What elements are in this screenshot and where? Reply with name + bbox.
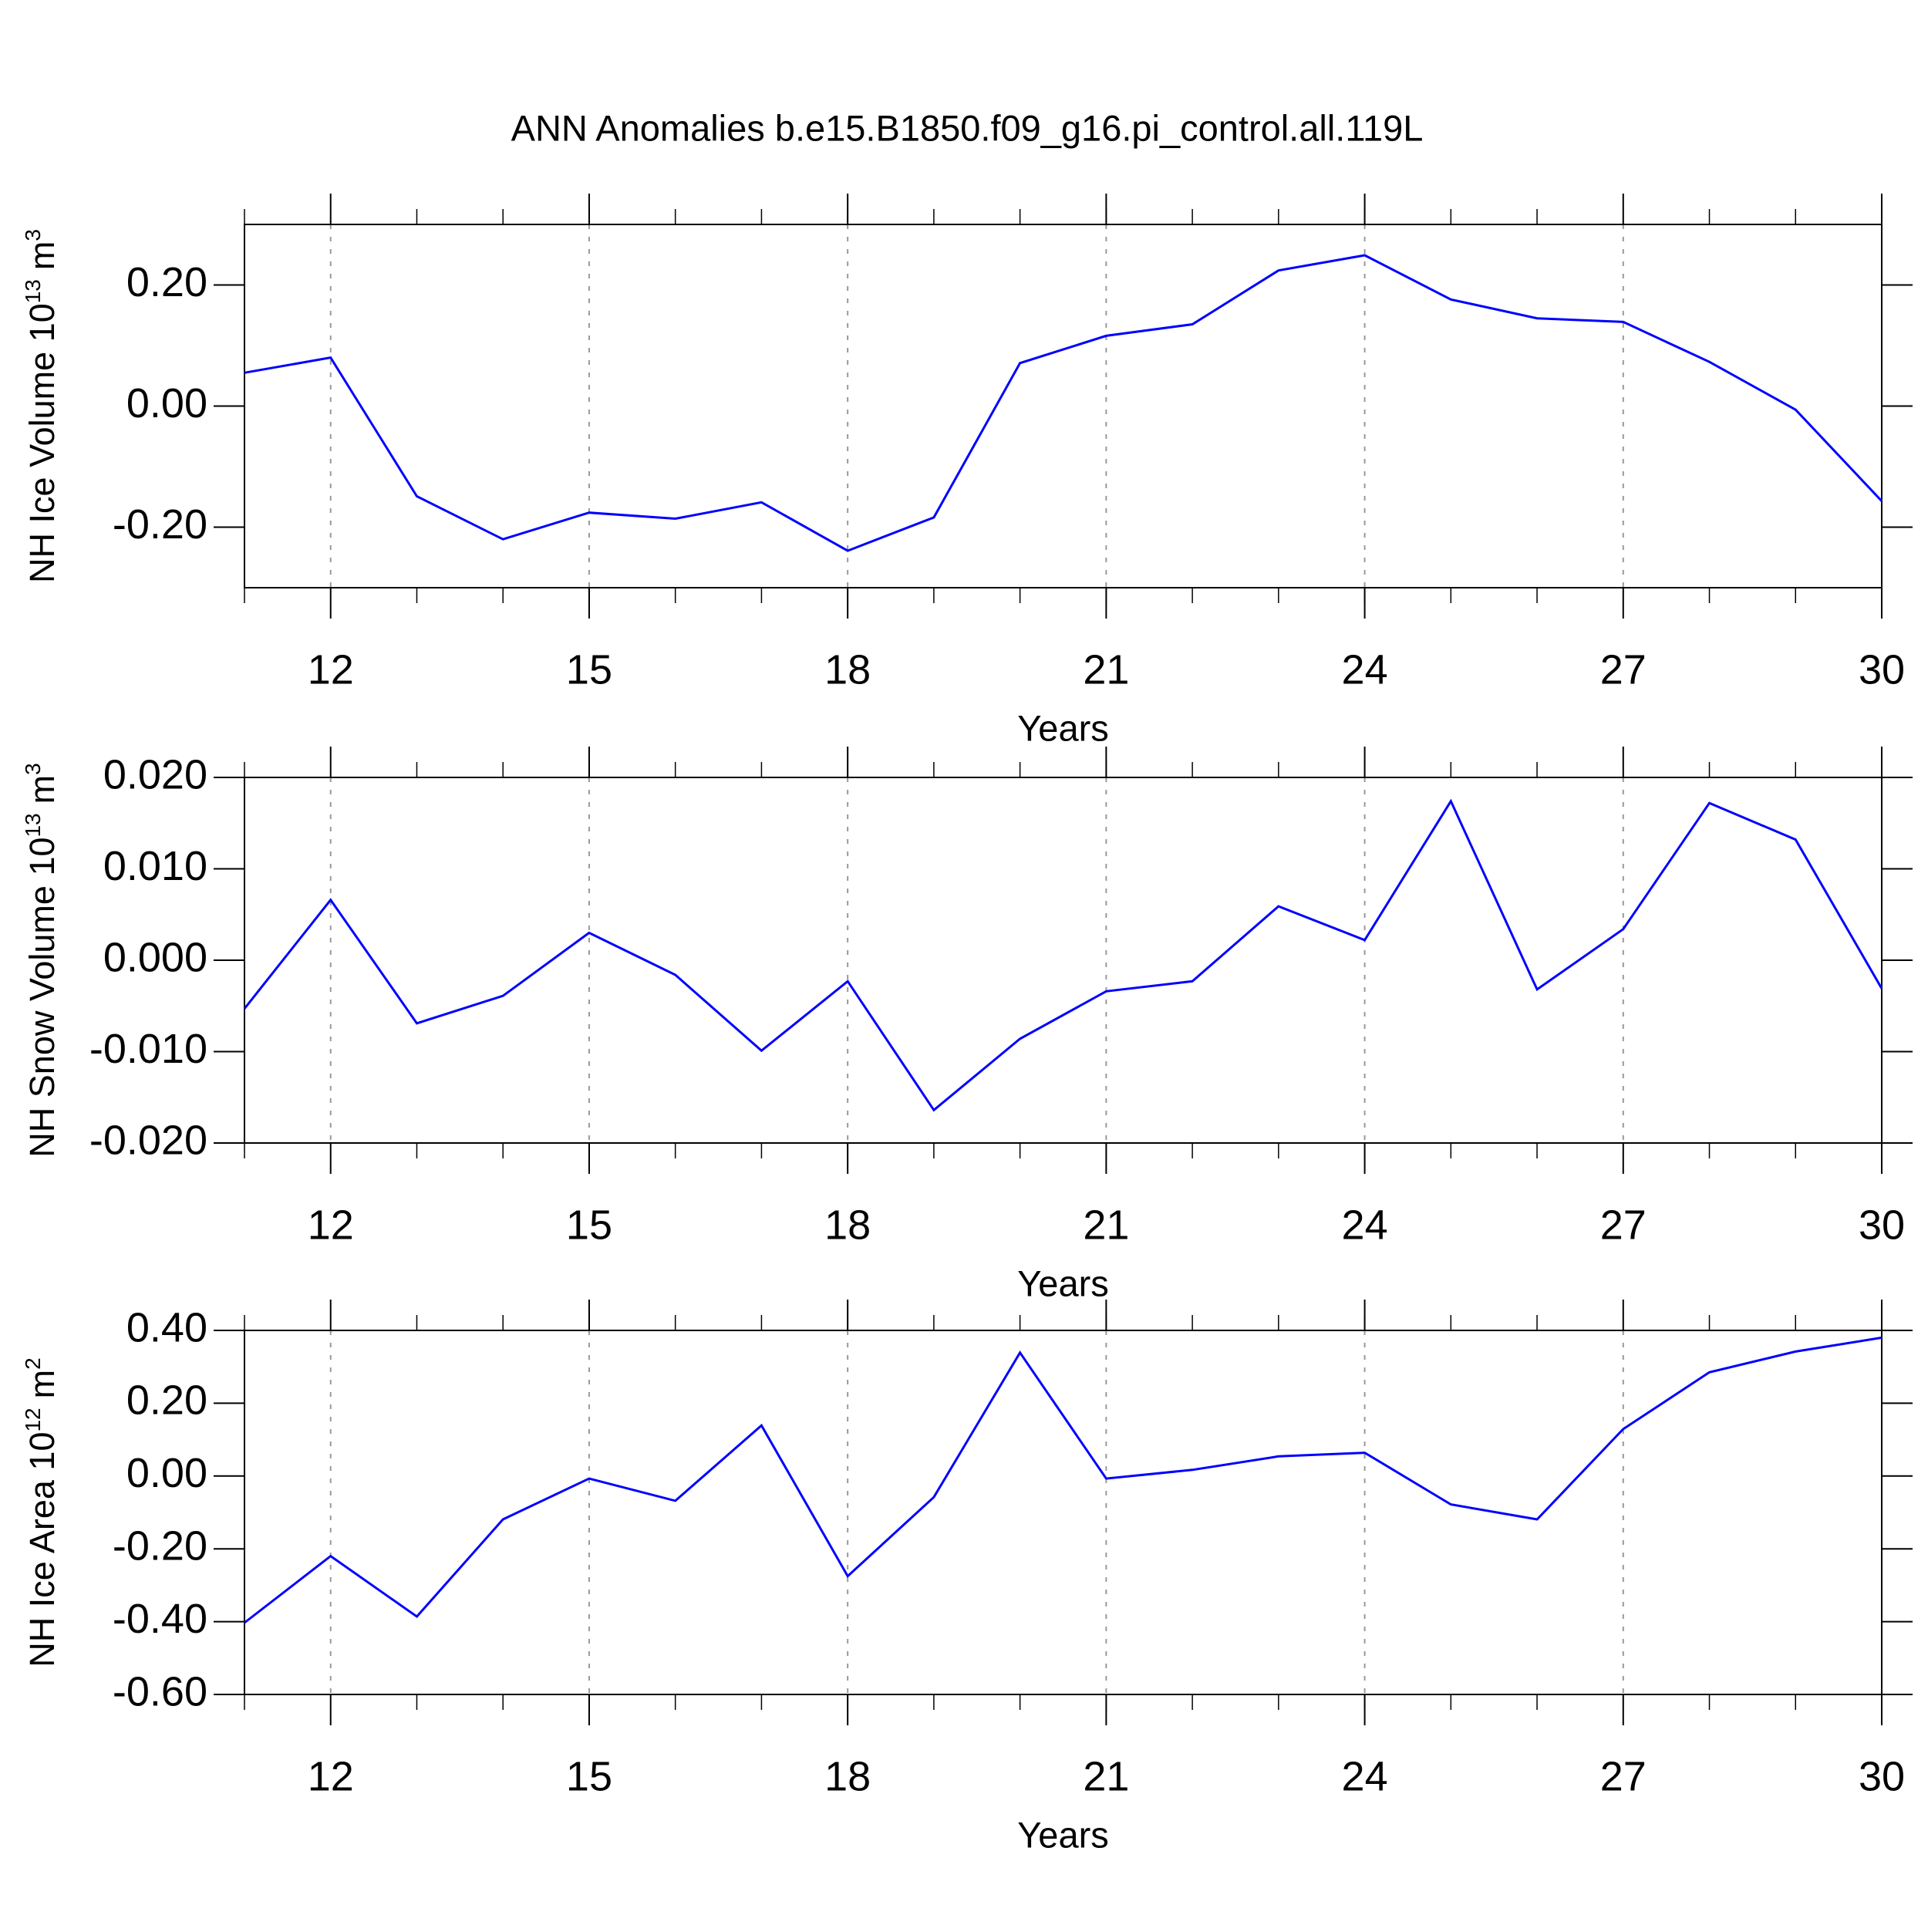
x-axis-label: Years	[1017, 707, 1108, 748]
plot-frame	[244, 1330, 1882, 1695]
y-axis-label-part: m	[22, 241, 62, 271]
x-tick-label: 27	[1600, 646, 1647, 693]
y-tick-label: -0.20	[113, 501, 207, 548]
y-axis-label: NH Ice Area 1012 m2	[21, 1357, 62, 1667]
y-axis-label-part: NH Snow Volume 10	[22, 838, 62, 1158]
x-tick-label: 27	[1600, 1753, 1647, 1799]
y-tick-label: 0.20	[126, 259, 207, 305]
y-axis-label-part: 13	[21, 813, 45, 837]
y-axis-label-part: NH Ice Volume 10	[22, 303, 62, 583]
y-axis-label-part: m	[22, 1370, 62, 1399]
x-tick-label: 21	[1083, 1202, 1129, 1248]
x-tick-label: 30	[1859, 646, 1905, 693]
y-tick-label: 0.00	[126, 1450, 207, 1496]
data-line	[244, 254, 1883, 552]
y-axis-label-part: 3	[21, 763, 45, 775]
x-tick-label: 21	[1083, 1753, 1129, 1799]
y-tick-label: -0.60	[113, 1668, 207, 1715]
x-tick-label: 15	[566, 646, 612, 693]
x-axis-label: Years	[1017, 1263, 1108, 1303]
x-tick-label: 21	[1083, 646, 1129, 693]
chart-title: ANN Anomalies b.e15.B1850.f09_g16.pi_con…	[511, 107, 1424, 148]
y-tick-label: -0.20	[113, 1522, 207, 1569]
x-tick-label: 24	[1342, 1753, 1388, 1799]
x-tick-label: 24	[1342, 1202, 1388, 1248]
y-tick-label: 0.010	[103, 843, 207, 889]
y-tick-label: 0.020	[103, 751, 207, 797]
x-axis-label: Years	[1017, 1814, 1108, 1855]
x-tick-label: 24	[1342, 646, 1388, 693]
x-tick-label: 30	[1859, 1202, 1905, 1248]
x-tick-label: 18	[824, 1202, 871, 1248]
y-axis-label-part: 2	[21, 1357, 45, 1370]
data-line	[244, 1336, 1882, 1624]
x-tick-label: 15	[566, 1202, 612, 1248]
y-axis-label-part: NH Ice Area 10	[22, 1432, 62, 1667]
data-line	[243, 798, 1883, 1112]
x-tick-label: 12	[308, 1753, 354, 1799]
x-tick-label: 27	[1600, 1202, 1647, 1248]
y-tick-label: 0.000	[103, 934, 207, 980]
y-tick-label: 0.40	[126, 1304, 207, 1350]
x-tick-label: 12	[308, 1202, 354, 1248]
x-tick-label: 30	[1859, 1753, 1905, 1799]
plot-frame	[244, 777, 1882, 1144]
y-axis-label: NH Snow Volume 1013 m3	[21, 763, 62, 1157]
y-tick-label: -0.010	[89, 1026, 207, 1072]
x-tick-label: 15	[566, 1753, 612, 1799]
y-axis-label-part: 13	[21, 279, 45, 303]
y-tick-label: 0.00	[126, 380, 207, 427]
y-axis-label-part: 3	[21, 229, 45, 241]
y-tick-label: -0.020	[89, 1117, 207, 1163]
y-axis-label-part: m	[22, 775, 62, 804]
y-tick-label: -0.40	[113, 1596, 207, 1642]
x-tick-label: 18	[824, 1753, 871, 1799]
y-axis-label-part: 12	[21, 1408, 45, 1431]
y-tick-label: 0.20	[126, 1377, 207, 1424]
x-tick-label: 18	[824, 646, 871, 693]
plot-frame	[244, 224, 1882, 588]
y-axis-label: NH Ice Volume 1013 m3	[21, 229, 62, 583]
x-tick-label: 12	[308, 646, 354, 693]
